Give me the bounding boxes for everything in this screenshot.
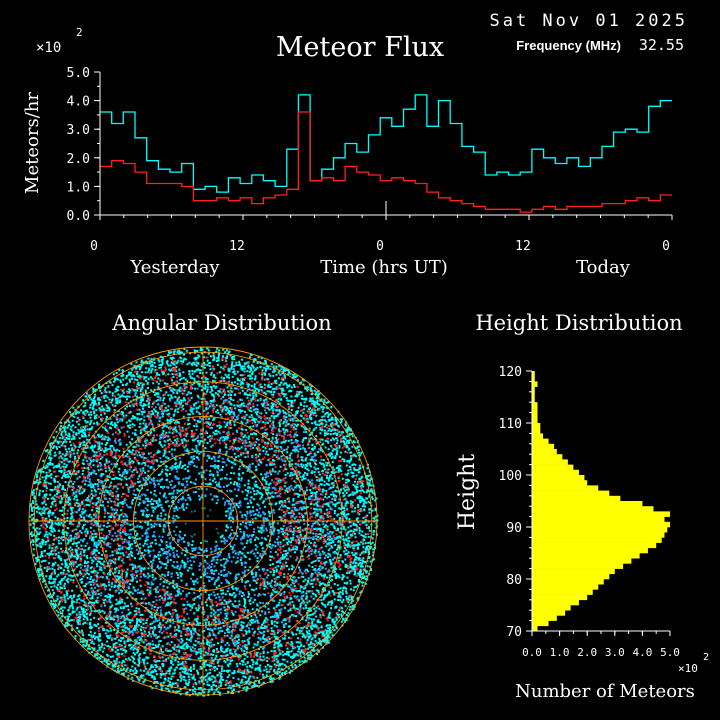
meteor-count-axis-label: Number of Meteors [515, 681, 695, 702]
height-bar [532, 558, 632, 564]
height-bar [532, 605, 571, 611]
height-bar [532, 438, 549, 445]
flux-y-tick-label: 1.0 [67, 180, 90, 195]
y-multiplier-exponent: 2 [76, 26, 83, 39]
height-x-tick-label: 1.0 [550, 646, 570, 659]
height-bar [532, 485, 599, 491]
height-bar [532, 527, 668, 533]
height-bar [532, 407, 538, 413]
height-bar [532, 615, 557, 621]
height-bar [532, 516, 665, 523]
x-multiplier-exponent: 2 [703, 652, 709, 663]
flux-y-tick-label: 3.0 [67, 123, 90, 138]
height-bar [532, 537, 662, 543]
flux-x-tick-label: 0 [90, 239, 98, 254]
frequency-value: 32.55 [639, 36, 684, 54]
flux-series-red [100, 111, 672, 213]
flux-series-cyan [100, 94, 672, 193]
height-bar [532, 563, 624, 569]
x-multiplier: ×10 [678, 662, 698, 675]
height-bar [532, 381, 538, 387]
height-x-tick-label: 0.0 [522, 646, 542, 659]
height-bar [532, 620, 549, 627]
height-y-tick-label: 120 [499, 365, 522, 380]
height-bar [532, 490, 610, 497]
day-label-yesterday: Yesterday [129, 257, 220, 278]
height-bar [532, 594, 588, 601]
flux-y-tick-label: 2.0 [67, 152, 90, 167]
height-x-tick-label: 2.0 [577, 646, 597, 659]
day-label-today: Today [576, 257, 631, 278]
flux-chart: ×10 2 Meteors/hr Time (hrs UT) Yesterday… [22, 26, 673, 278]
x-axis-label: Time (hrs UT) [320, 257, 448, 278]
height-bar [532, 610, 566, 616]
height-bar [532, 454, 563, 460]
flux-x-tick-label: 0 [662, 239, 670, 254]
height-bar [532, 579, 604, 585]
height-bar [532, 386, 535, 393]
height-bar [532, 584, 599, 590]
angular-points-red [40, 356, 370, 687]
height-bar [532, 542, 657, 549]
height-y-tick-label: 100 [499, 469, 522, 484]
flux-x-tick-label: 12 [229, 239, 245, 254]
height-distribution-chart: 70 80 90 100 110 120 0.0 1.0 2.0 3.0 4.0 5.0 [499, 365, 680, 659]
height-bar [532, 599, 579, 606]
date-label: Sat Nov 01 2025 [489, 11, 688, 31]
height-bar [532, 480, 588, 486]
height-bar [532, 402, 538, 408]
height-bar [532, 553, 640, 559]
height-axis-label: Height [455, 454, 480, 530]
height-bar [532, 371, 535, 377]
height-bar [532, 589, 593, 595]
height-bar [532, 433, 544, 439]
height-bar [532, 417, 538, 424]
height-bar [532, 501, 643, 507]
height-y-tick-label: 90 [506, 521, 522, 536]
height-bar [532, 511, 670, 517]
height-y-tick-label: 80 [506, 573, 522, 588]
height-x-tick-label: 4.0 [632, 646, 652, 659]
height-bar [532, 449, 557, 455]
height-bar [532, 532, 665, 538]
height-bar [532, 459, 568, 465]
y-multiplier: ×10 [36, 40, 61, 56]
height-bar [532, 376, 535, 382]
flux-y-tick-label: 5.0 [67, 66, 90, 81]
y-axis-label: Meteors/hr [22, 92, 43, 194]
height-bar [532, 495, 621, 502]
height-bar [532, 521, 670, 528]
height-bar [532, 547, 648, 554]
height-bar [532, 443, 555, 450]
angular-title: Angular Distribution [111, 311, 331, 335]
height-y-tick-label: 70 [506, 625, 522, 640]
height-title: Height Distribution [475, 311, 682, 335]
height-bar [532, 397, 535, 403]
height-x-tick-label: 5.0 [660, 646, 680, 659]
frequency-label: Frequency (MHz) [516, 38, 621, 53]
height-x-tick-label: 3.0 [605, 646, 625, 659]
height-bar [532, 423, 541, 429]
height-bar [532, 506, 654, 512]
height-bar [532, 428, 541, 434]
flux-x-tick-label: 0 [376, 239, 384, 254]
height-y-tick-label: 110 [499, 417, 522, 432]
height-bar [532, 469, 579, 476]
height-bar [532, 475, 585, 481]
height-bar [532, 625, 538, 632]
height-bar [532, 391, 535, 398]
height-bar [532, 568, 615, 575]
angular-distribution-plot [28, 346, 379, 697]
height-bar [532, 464, 574, 471]
flux-y-tick-label: 0.0 [67, 209, 90, 224]
height-bar [532, 573, 610, 580]
flux-y-tick-label: 4.0 [67, 95, 90, 110]
chart-title: Meteor Flux [276, 32, 444, 63]
height-bar [532, 412, 538, 419]
flux-x-tick-label: 12 [515, 239, 531, 254]
